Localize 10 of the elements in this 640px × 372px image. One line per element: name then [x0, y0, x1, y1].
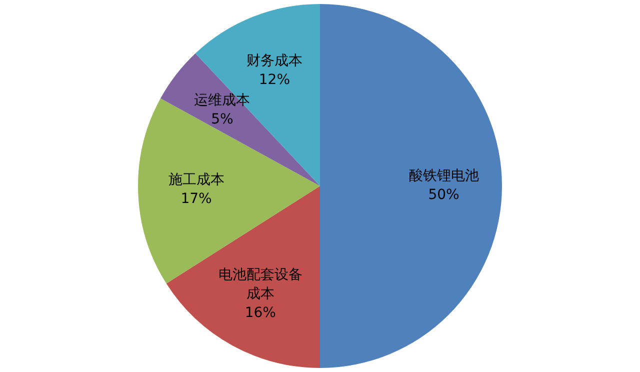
data-label: 12% [258, 72, 290, 88]
data-label: 50% [428, 187, 460, 204]
slice-label: 酸铁锂电池 [408, 168, 479, 184]
data-label: 5% [211, 111, 234, 128]
slice-label: 施工成本 [168, 172, 224, 188]
data-label: 17% [180, 191, 212, 208]
slice-label: 财务成本 [246, 53, 302, 70]
data-label: 16% [244, 305, 276, 322]
slice-label: 电池配套设备成本 [218, 267, 302, 302]
slice-label: 运维成本 [194, 92, 250, 108]
